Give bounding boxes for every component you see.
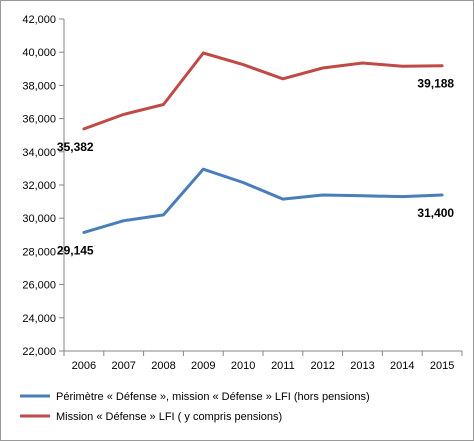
- y-tick-label: 36,000: [22, 114, 56, 126]
- x-tick-label: 2011: [271, 360, 295, 372]
- data-labels: 29,145 31,400 35,382 39,188: [57, 77, 455, 258]
- data-label: 35,382: [57, 140, 94, 154]
- y-tick-label: 38,000: [22, 80, 56, 92]
- data-label: 39,188: [417, 77, 454, 91]
- y-tick-label: 22,000: [22, 346, 56, 358]
- y-tick-label: 32,000: [22, 180, 56, 192]
- y-tick-label: 24,000: [22, 313, 56, 325]
- y-tick-label: 26,000: [22, 280, 56, 292]
- x-tick-label: 2015: [430, 360, 454, 372]
- series-line-2: [82, 51, 444, 131]
- series-line-1: [82, 167, 444, 234]
- x-tick-label: 2010: [231, 360, 255, 372]
- legend-entry: Périmètre « Défense », mission « Défense…: [56, 391, 370, 403]
- data-label: 31,400: [417, 206, 454, 220]
- y-tick-label: 30,000: [22, 213, 56, 225]
- axes: [63, 19, 462, 352]
- data-label: 29,145: [57, 243, 94, 257]
- x-tick-label: 2014: [390, 360, 414, 372]
- x-axis-ticks: 2006 2007 2008 2009 2010 2011 2012 2013 2014 2015: [63, 351, 463, 372]
- y-axis-ticks: 22,000 24,000 26,000 28,000 30,000 32,000 34,0…: [22, 14, 64, 358]
- x-tick-label: 2008: [151, 360, 175, 372]
- x-tick-label: 2012: [310, 360, 334, 372]
- y-tick-label: 34,000: [22, 147, 56, 159]
- legend: Périmètre « Défense », mission « Défense…: [20, 391, 370, 423]
- y-tick-label: 42,000: [22, 14, 56, 26]
- y-tick-label: 28,000: [22, 246, 56, 258]
- series-layer: [82, 51, 444, 234]
- y-tick-label: 40,000: [22, 47, 56, 59]
- x-tick-label: 2007: [111, 360, 135, 372]
- x-tick-label: 2006: [72, 360, 96, 372]
- x-tick-label: 2013: [350, 360, 374, 372]
- legend-entry: Mission « Défense » LFI ( y compris pens…: [56, 411, 282, 423]
- x-tick-label: 2009: [191, 360, 215, 372]
